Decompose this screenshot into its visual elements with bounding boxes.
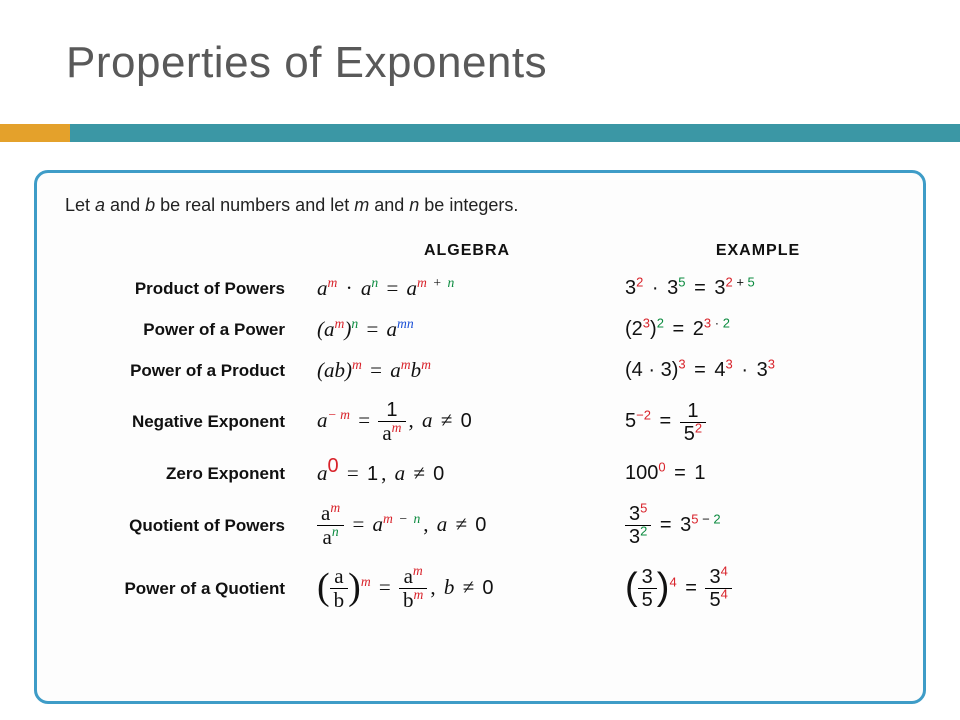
row3-algebra: (ab)m = ambm [317,358,431,382]
row5-name: Zero Exponent [65,455,313,496]
row-power-of-a-product: Power of a Product (ab)m = ambm (4 · 3)3… [65,352,895,393]
row1-example: 32 · 35 = 32 + 5 [625,277,755,299]
row2-algebra: (am)n = amn [317,317,414,341]
content-box: Let a and b be real numbers and let m an… [34,170,926,704]
row3-example: (4 · 3)3 = 43 · 33 [625,359,775,381]
accent-bar [0,124,960,142]
row4-algebra: a− m = 1am, a ≠ 0 [317,408,472,432]
header-algebra: ALGEBRA [313,236,621,270]
row4-name: Negative Exponent [65,393,313,455]
row7-algebra: ( a b )m = am bm , b ≠ 0 [317,575,494,599]
intro-post: be integers. [419,195,518,215]
header-row: ALGEBRA EXAMPLE [65,236,895,270]
intro-m1: and [105,195,145,215]
intro-text: Let a and b be real numbers and let m an… [65,195,895,216]
intro-pre: Let [65,195,95,215]
row6-name: Quotient of Powers [65,496,313,559]
row5-algebra: a0 = 1, a ≠ 0 [317,461,444,485]
intro-b: b [145,195,155,215]
row-product-of-powers: Product of Powers am · an = am + n 32 · … [65,270,895,311]
properties-table: ALGEBRA EXAMPLE Product of Powers am · a… [65,236,895,622]
accent-gold [0,124,70,142]
row-quotient-of-powers: Quotient of Powers am an = am − n, a ≠ 0… [65,496,895,559]
row-power-of-a-power: Power of a Power (am)n = amn (23)2 = 23 … [65,311,895,352]
row-zero-exponent: Zero Exponent a0 = 1, a ≠ 0 1000 = 1 [65,455,895,496]
row2-example: (23)2 = 23 · 2 [625,318,730,340]
row7-name: Power of a Quotient [65,559,313,622]
row7-example: ( 3 5 )4 = 34 54 [625,577,732,599]
row4-example: 5−2 = 152 [625,410,706,432]
slide-title: Properties of Exponents [66,38,547,88]
row1-algebra: am · an = am + n [317,276,454,300]
intro-m: m [354,195,369,215]
intro-n: n [409,195,419,215]
row-power-of-a-quotient: Power of a Quotient ( a b )m = am bm , b… [65,559,895,622]
row6-algebra: am an = am − n, a ≠ 0 [317,512,486,536]
row6-example: 35 32 = 35 − 2 [625,514,721,536]
row2-name: Power of a Power [65,311,313,352]
row3-name: Power of a Product [65,352,313,393]
accent-teal [70,124,960,142]
row-negative-exponent: Negative Exponent a− m = 1am, a ≠ 0 5−2 … [65,393,895,455]
row5-example: 1000 = 1 [625,462,706,484]
header-example: EXAMPLE [621,236,895,270]
intro-m2: be real numbers and let [155,195,354,215]
intro-a: a [95,195,105,215]
row1-name: Product of Powers [65,270,313,311]
intro-m3: and [369,195,409,215]
